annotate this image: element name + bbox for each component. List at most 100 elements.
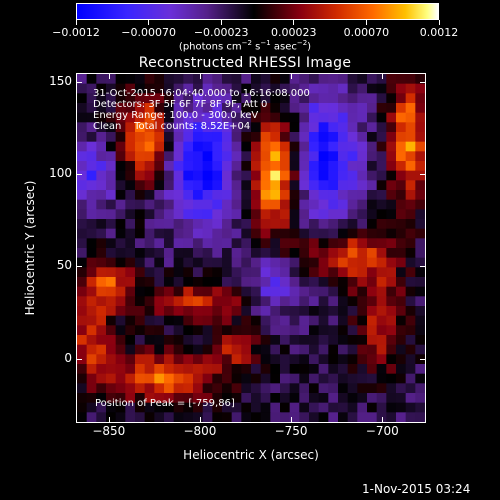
heatmap-cell [154,199,165,210]
heatmap-cell [164,238,175,249]
heatmap-cell [115,103,126,114]
heatmap-cell [289,325,300,336]
heatmap-cell [318,286,329,297]
heatmap-cell [309,296,320,307]
heatmap-cell [270,354,281,365]
heatmap-cell [231,286,242,297]
heatmap-cell [125,354,136,365]
heatmap-cell [154,335,165,346]
image-plot[interactable]: 31-Oct-2015 16:04:40.000 to 16:16:08.000… [76,73,426,423]
heatmap-cell [106,93,117,104]
heatmap-cell [338,402,349,413]
heatmap-cell [193,228,204,239]
heatmap-cell [135,373,146,384]
heatmap-cell [125,393,136,404]
heatmap-cell [367,315,378,326]
heatmap-cell [241,364,252,375]
heatmap-cell [386,199,397,210]
heatmap-cell [106,402,117,413]
heatmap-cell [318,412,329,422]
heatmap-cell [376,161,387,172]
heatmap-cell [144,315,155,326]
heatmap-cell [231,83,242,94]
heatmap-cell [193,373,204,384]
heatmap-cell [367,248,378,259]
heatmap-cell [96,170,107,181]
heatmap-cell [106,315,117,326]
heatmap-cell [367,190,378,201]
heatmap-cell [280,354,291,365]
heatmap-cell [318,228,329,239]
info-line-clean: Clean Total counts: 8.52E+04 [93,121,251,132]
heatmap-cell [251,315,262,326]
heatmap-cell [338,296,349,307]
heatmap-cell [115,83,126,94]
heatmap-cell [367,393,378,404]
heatmap-cell [212,122,223,133]
heatmap-cell [280,161,291,172]
heatmap-cell [212,373,223,384]
heatmap-cell [173,277,184,288]
heatmap-cell [270,161,281,172]
heatmap-cell [347,103,358,114]
heatmap-cell [289,103,300,114]
heatmap-cell [202,170,213,181]
heatmap-cell [260,151,271,162]
heatmap-cell [183,151,194,162]
heatmap-cell [125,93,136,104]
heatmap-cell [212,209,223,220]
y-tick-mark [420,266,426,268]
heatmap-cell [347,199,358,210]
heatmap-cell [270,412,281,422]
heatmap-cell [222,373,233,384]
heatmap-cell [396,277,407,288]
heatmap-cell [415,257,425,268]
heatmap-cell [164,190,175,201]
heatmap-cell [77,209,88,220]
heatmap-cell [357,209,368,220]
heatmap-cell [77,325,88,336]
heatmap-cell [77,248,88,259]
heatmap-cell [154,161,165,172]
heatmap-cell [144,402,155,413]
heatmap-cell [193,257,204,268]
heatmap-cell [367,151,378,162]
heatmap-cell [202,277,213,288]
heatmap-cell [183,296,194,307]
heatmap-cell [289,248,300,259]
heatmap-cell [338,364,349,375]
heatmap-cell [347,161,358,172]
heatmap-cell [405,296,416,307]
heatmap-cell [202,161,213,172]
heatmap-cell [260,141,271,152]
heatmap-cell [338,238,349,249]
heatmap-cell [289,190,300,201]
heatmap-cell [260,402,271,413]
heatmap-cell [125,112,136,123]
heatmap-cell [106,141,117,152]
heatmap-cell [86,74,97,85]
heatmap-cell [125,151,136,162]
heatmap-cell [338,190,349,201]
heatmap-cell [367,267,378,278]
heatmap-cell [357,335,368,346]
heatmap-cell [309,132,320,143]
heatmap-cell [222,219,233,230]
heatmap-cell [144,190,155,201]
heatmap-cell [115,238,126,249]
heatmap-cell [309,267,320,278]
heatmap-cell [183,257,194,268]
heatmap-cell [144,344,155,355]
heatmap-cell [318,141,329,152]
heatmap-cell [173,296,184,307]
heatmap-cell [193,296,204,307]
heatmap-cell [96,306,107,317]
heatmap-cell [338,354,349,365]
heatmap-cell [280,151,291,162]
heatmap-cell [96,364,107,375]
heatmap-cell [386,248,397,259]
heatmap-cell [77,257,88,268]
heatmap-cell [396,74,407,85]
heatmap-cell [183,132,194,143]
heatmap-cell [77,170,88,181]
